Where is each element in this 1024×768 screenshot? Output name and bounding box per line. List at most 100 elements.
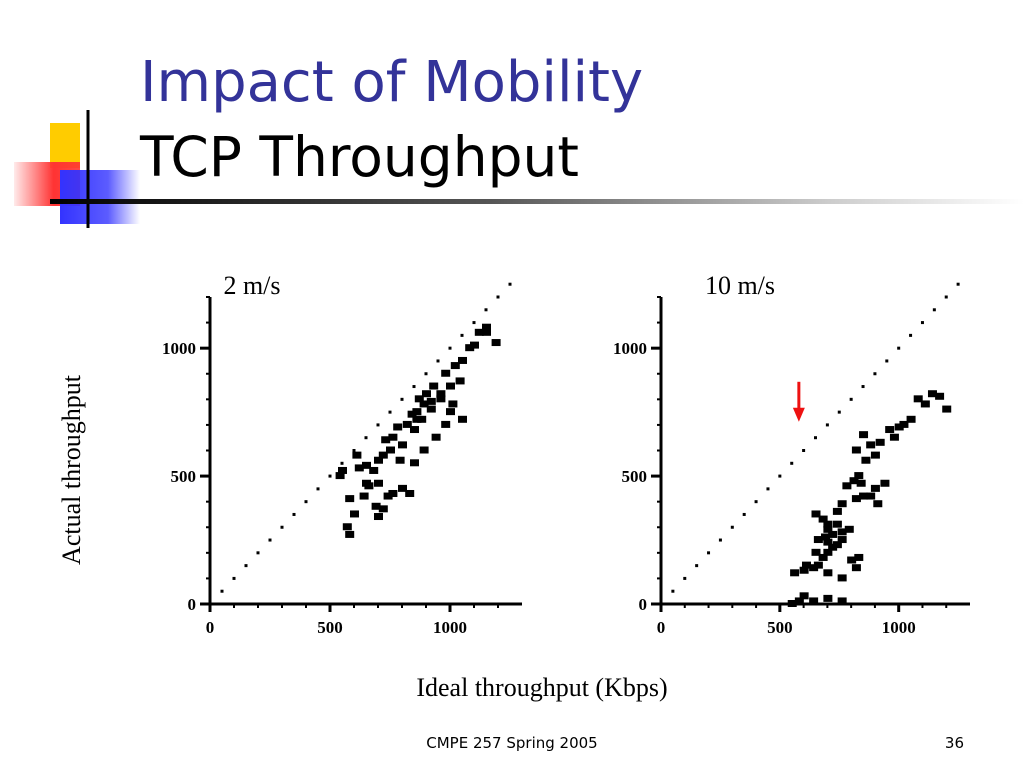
reference-point: [292, 512, 296, 516]
data-point: [482, 328, 491, 336]
reference-point: [861, 385, 865, 389]
data-point: [851, 446, 861, 454]
reference-point: [837, 410, 841, 414]
data-point: [422, 390, 431, 398]
data-point: [875, 438, 885, 446]
data-point: [823, 525, 833, 533]
data-point: [823, 569, 833, 577]
data-point: [832, 507, 842, 515]
data-point: [828, 530, 838, 538]
data-point: [374, 513, 383, 521]
data-point: [870, 484, 880, 492]
data-point: [799, 566, 809, 574]
data-point: [398, 484, 407, 492]
slide-logo: [14, 110, 140, 228]
data-point: [446, 382, 455, 390]
reference-point: [472, 321, 476, 325]
data-point: [861, 456, 871, 464]
reference-point: [932, 308, 936, 312]
data-point: [889, 433, 899, 441]
reference-point: [825, 423, 829, 427]
reference-point: [730, 525, 734, 529]
data-point: [417, 415, 427, 423]
data-point: [854, 472, 864, 480]
data-point: [866, 492, 876, 500]
data-point: [899, 420, 909, 428]
data-point: [491, 339, 501, 347]
red-arrow-head: [792, 407, 805, 422]
reference-point: [376, 423, 380, 427]
reference-point: [352, 449, 356, 452]
data-point: [813, 536, 823, 544]
data-point: [465, 344, 475, 352]
slide-subtitle: TCP Throughput: [140, 125, 579, 189]
data-point: [837, 574, 847, 582]
slide-title: Impact of Mobility: [140, 50, 644, 115]
reference-point: [766, 487, 770, 491]
y-tick-label: 1000: [162, 339, 196, 358]
reference-point: [718, 538, 722, 542]
data-point: [388, 433, 398, 441]
data-point: [448, 400, 458, 408]
reference-point: [304, 500, 308, 504]
data-point: [410, 426, 419, 434]
data-point: [441, 369, 451, 377]
data-point: [787, 600, 797, 607]
chart-2ms-axes: 0 500 1000 0 500 1000: [162, 296, 522, 637]
data-point: [419, 446, 429, 454]
reference-point: [424, 372, 428, 376]
data-point: [426, 397, 436, 405]
reference-point: [754, 500, 758, 504]
reference-point: [508, 282, 512, 286]
data-point: [813, 561, 823, 569]
data-point: [837, 597, 847, 605]
data-point: [856, 479, 866, 487]
data-point: [458, 415, 467, 423]
reference-point: [244, 564, 248, 568]
data-point: [436, 395, 446, 403]
y-tick-label: 1000: [613, 339, 647, 358]
data-point: [412, 408, 422, 416]
chart-10ms: 10 m/s 0 500 1000 0 500 1000: [613, 271, 970, 637]
data-point: [378, 505, 388, 513]
x-tick-label: 500: [767, 618, 793, 637]
data-point: [809, 597, 819, 605]
reference-point: [412, 385, 416, 389]
data-point: [431, 433, 441, 441]
x-axis-label: Ideal throughput (Kbps): [416, 673, 667, 702]
data-point: [854, 553, 864, 561]
data-point: [894, 423, 904, 431]
data-point: [823, 548, 833, 556]
data-point: [873, 500, 883, 508]
data-point: [801, 561, 811, 569]
data-point: [352, 451, 362, 459]
data-point: [374, 456, 383, 464]
data-point: [414, 395, 424, 403]
data-point: [880, 479, 890, 487]
data-point: [393, 423, 403, 431]
data-point: [342, 523, 352, 531]
reference-point: [909, 333, 913, 337]
data-point: [847, 556, 857, 564]
logo-yellow-square: [50, 123, 80, 168]
data-point: [823, 594, 833, 602]
reference-point: [695, 564, 699, 568]
data-point: [371, 502, 381, 510]
y-tick-label: 0: [639, 595, 648, 614]
data-point: [407, 410, 417, 418]
data-point: [851, 564, 861, 572]
data-point: [482, 323, 491, 331]
reference-point: [208, 602, 212, 606]
data-point: [388, 489, 398, 497]
chart-10ms-annotation: [792, 381, 805, 422]
data-point: [359, 492, 369, 500]
data-point: [818, 515, 828, 523]
reference-point: [742, 512, 746, 516]
reference-point: [496, 295, 500, 299]
y-tick-label: 500: [622, 467, 648, 486]
reference-point: [388, 410, 392, 414]
data-point: [474, 328, 484, 336]
reference-point: [897, 346, 901, 350]
data-point: [821, 533, 831, 541]
chart-2ms: 2 m/s Actual throughput 0 500 1000 0 500 1000: [57, 271, 522, 637]
